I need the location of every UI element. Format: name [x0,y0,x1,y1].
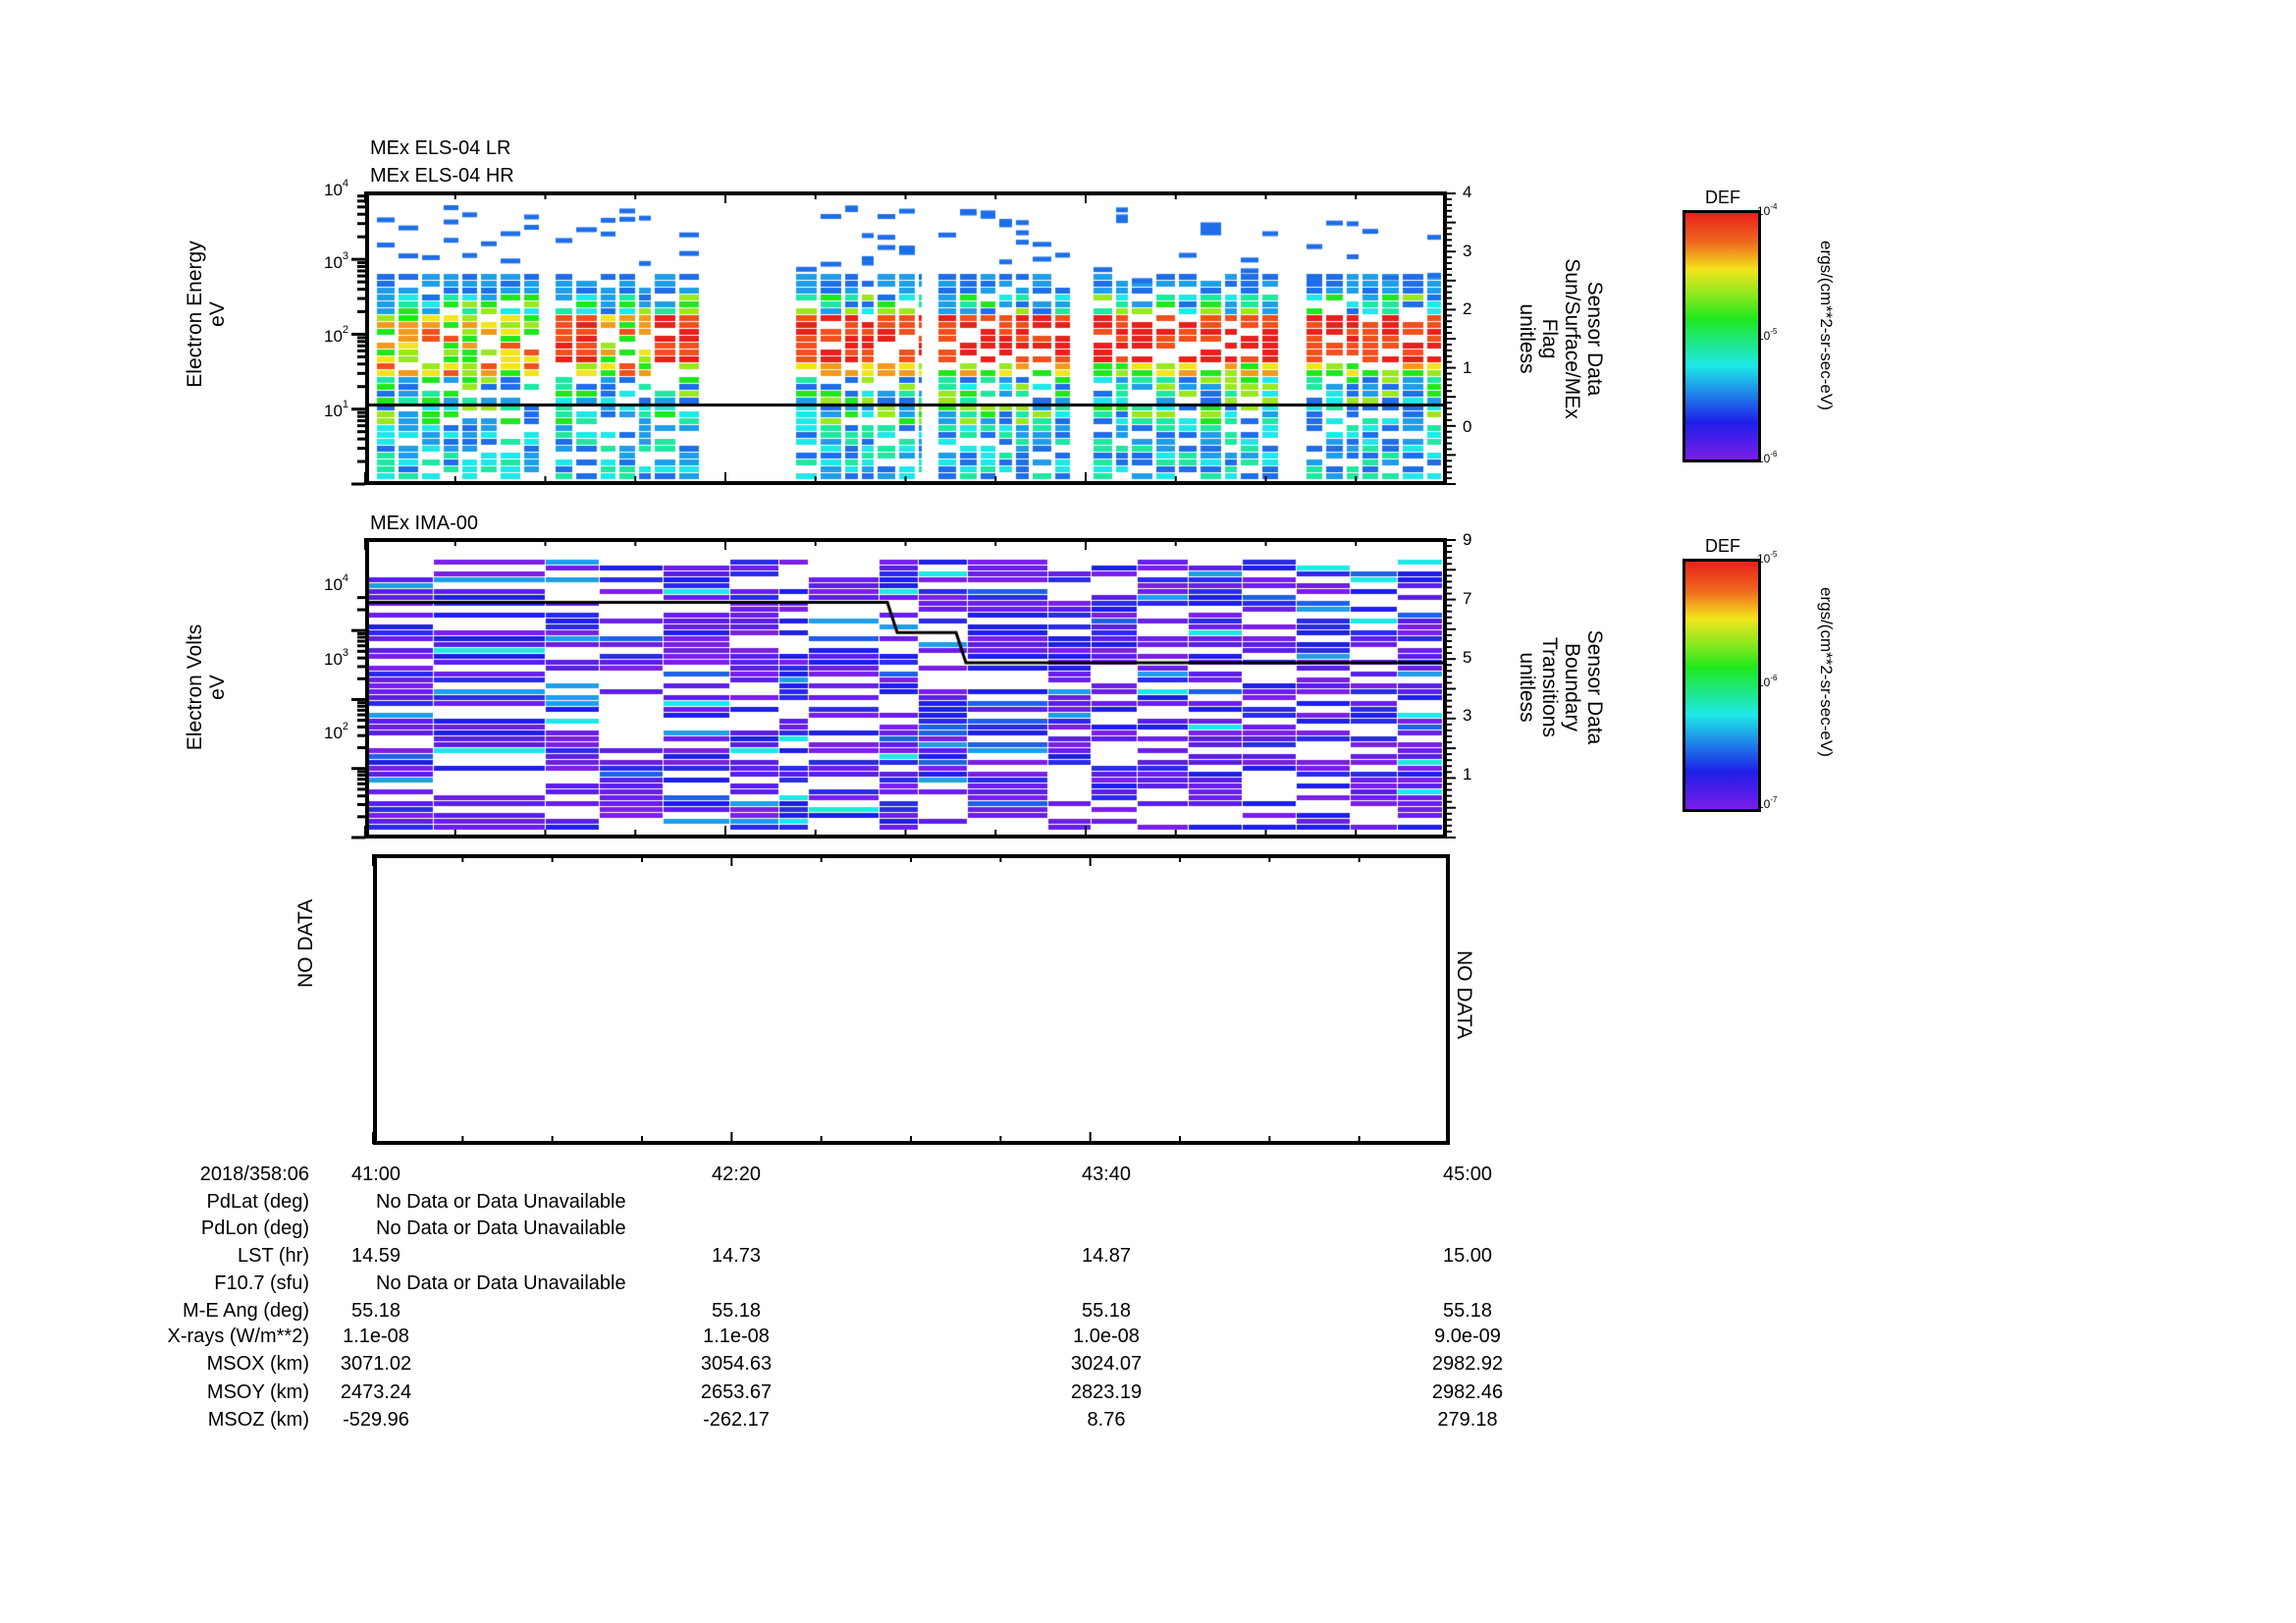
panel1-ytick-1e2: 102 [324,324,349,346]
ephemeris-value: 2982.92 [1431,1353,1504,1375]
ephemeris-row-label: M-E Ang (deg) [183,1300,309,1322]
panel1-ytick-1e1: 101 [324,399,349,420]
panel1-ylabel-line1: Electron Energy [184,241,206,388]
ephemeris-row-label: X-rays (W/m**2) [167,1325,309,1347]
panel1-ylabel: Electron Energy eV [184,226,229,403]
panel1-ylabel-line2: eV [206,301,229,327]
panel2-rtick-1: 1 [1463,765,1472,784]
panel2-rlabel-line4: unitless [1516,652,1538,723]
panel3-right-nodata: NO DATA [1453,950,1475,1040]
colorbar1-title: DEF [1705,188,1740,207]
panel2-rlabel-line1: Sensor Data [1583,629,1606,745]
ephemeris-value: 14.73 [711,1245,762,1267]
colorbar1-min: 10-6 [1757,450,1778,465]
panel2-title: MEx IMA-00 [370,513,479,534]
ephemeris-value: 55.18 [711,1300,762,1322]
panel1-rtick-4: 4 [1463,183,1472,201]
colorbar2-title: DEF [1705,536,1740,556]
ephemeris-row-label: MSOY (km) [206,1381,309,1403]
ephemeris-value: 14.87 [1081,1245,1132,1267]
panel1-rlabel-line3: Flag [1538,318,1561,359]
panel2-rlabel-line2: Boundary [1561,643,1583,731]
ephemeris-value: 9.0e-09 [1434,1325,1501,1347]
ephemeris-value: 3054.63 [700,1353,773,1375]
ephemeris-unavailable: No Data or Data Unavailable [376,1191,626,1213]
panel1-ytick-1e3: 103 [324,250,349,272]
ephemeris-row-label: LST (hr) [238,1245,309,1267]
ephemeris-value: 43:40 [1081,1163,1132,1185]
panel2-spectrogram [365,538,1447,839]
ephemeris-value: 55.18 [1081,1300,1132,1322]
ephemeris-unavailable: No Data or Data Unavailable [376,1217,626,1239]
colorbar2-min: 10-7 [1757,795,1778,811]
ephemeris-value: 1.1e-08 [703,1325,770,1347]
panel2-rlabel-line3: Transitions [1538,637,1561,737]
ephemeris-value: 2653.67 [700,1381,773,1403]
panel2-heatmap [369,542,1443,835]
panel2-ylabel-line1: Electron Volts [184,623,206,751]
ephemeris-value: -529.96 [343,1409,409,1431]
ephemeris-row-label: 2018/358:06 [199,1163,309,1185]
panel2-rtick-3: 3 [1463,706,1472,725]
panel1-rtick-2: 2 [1463,299,1472,318]
panel1-rtick-1: 1 [1463,358,1472,377]
panel2-ytick-1e2: 102 [324,721,349,742]
ephemeris-value: 2473.24 [340,1381,412,1403]
ephemeris-value: -262.17 [703,1409,770,1431]
ephemeris-value: 1.0e-08 [1073,1325,1140,1347]
ephemeris-row-label: PdLon (deg) [200,1217,309,1239]
ephemeris-value: 3024.07 [1070,1353,1143,1375]
colorbar2 [1682,559,1761,812]
ephemeris-value: 45:00 [1442,1163,1493,1185]
colorbar2-max: 10-5 [1757,550,1778,566]
ephemeris-value: 2823.19 [1070,1381,1143,1403]
colorbar1-units: ergs/(cm**2-sr-sec-eV) [1817,241,1836,410]
panel1-right-label: Sensor Data Sun/Surface/MEx Flag unitles… [1516,231,1606,447]
panel2-ylabel-line2: eV [206,675,229,700]
colorbar1 [1682,210,1761,462]
panel2-ylabel: Electron Volts eV [184,599,229,776]
panel2-rtick-9: 9 [1463,530,1472,549]
colorbar2-units: ergs/(cm**2-sr-sec-eV) [1817,587,1836,757]
panel2-ytick-1e4: 104 [324,572,349,594]
panel1-heatmap [369,195,1443,481]
panel1-title-lr: MEx ELS-04 LR [370,137,511,159]
panel2-right-label: Sensor Data Boundary Transitions unitles… [1516,579,1606,795]
ephemeris-value: 14.59 [350,1245,401,1267]
ephemeris-value: 279.18 [1437,1409,1498,1431]
panel2-ytick-1e3: 103 [324,647,349,669]
ephemeris-value: 3071.02 [340,1353,412,1375]
panel3-left-nodata: NO DATA [294,898,317,988]
panel1-title-hr: MEx ELS-04 HR [370,165,514,187]
panel1-rlabel-line1: Sensor Data [1583,281,1606,397]
ephemeris-unavailable: No Data or Data Unavailable [376,1272,626,1294]
ephemeris-value: 1.1e-08 [343,1325,409,1347]
ephemeris-value: 8.76 [1087,1409,1126,1431]
panel1-spectrogram [365,191,1447,485]
panel2-rtick-7: 7 [1463,589,1472,608]
ephemeris-value: 55.18 [350,1300,401,1322]
panel3-empty-plot [373,854,1450,1145]
ephemeris-row-label: MSOZ (km) [207,1409,309,1431]
ephemeris-row-label: MSOX (km) [206,1353,309,1375]
colorbar1-max: 10-4 [1757,202,1778,218]
ephemeris-row-label: PdLat (deg) [206,1191,309,1213]
colorbar1-mid: 10-5 [1757,327,1778,343]
panel1-rtick-3: 3 [1463,242,1472,260]
ephemeris-value: 2982.46 [1431,1381,1504,1403]
ephemeris-value: 42:20 [711,1163,762,1185]
ephemeris-value: 41:00 [350,1163,401,1185]
panel1-rlabel-line4: unitless [1516,303,1538,374]
panel1-rlabel-line2: Sun/Surface/MEx [1561,258,1583,419]
panel1-ytick-1e4: 104 [324,178,349,199]
ephemeris-value: 15.00 [1442,1245,1493,1267]
colorbar2-mid: 10-6 [1757,674,1778,689]
ephemeris-value: 55.18 [1442,1300,1493,1322]
panel1-rtick-0: 0 [1463,417,1472,436]
panel2-rtick-5: 5 [1463,648,1472,667]
ephemeris-row-label: F10.7 (sfu) [214,1272,309,1294]
